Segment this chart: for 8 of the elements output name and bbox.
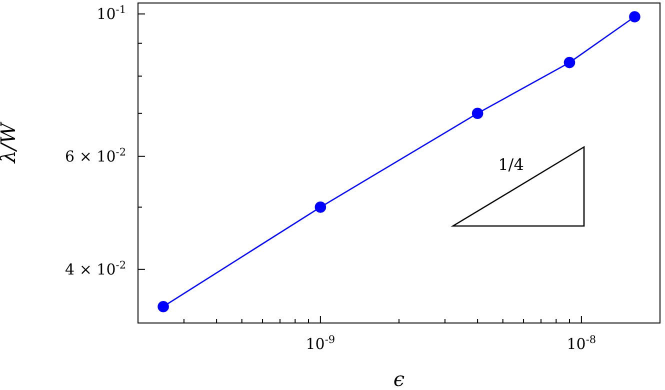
- y-tick-label: 4 × 10$^{-2}$: [65, 259, 126, 278]
- annotation: 1/4: [498, 155, 524, 174]
- x-tick-label: 10$^{-8}$: [566, 334, 596, 353]
- x-tick-label: 10$^{-9}$: [306, 334, 336, 353]
- x-axis-title: ϵ: [393, 367, 405, 390]
- y-tick-label: 10$^{-1}$: [96, 4, 126, 23]
- y-tick-label: 6 × 10$^{-2}$: [65, 146, 126, 166]
- y-axis-title: λ/W: [0, 122, 20, 164]
